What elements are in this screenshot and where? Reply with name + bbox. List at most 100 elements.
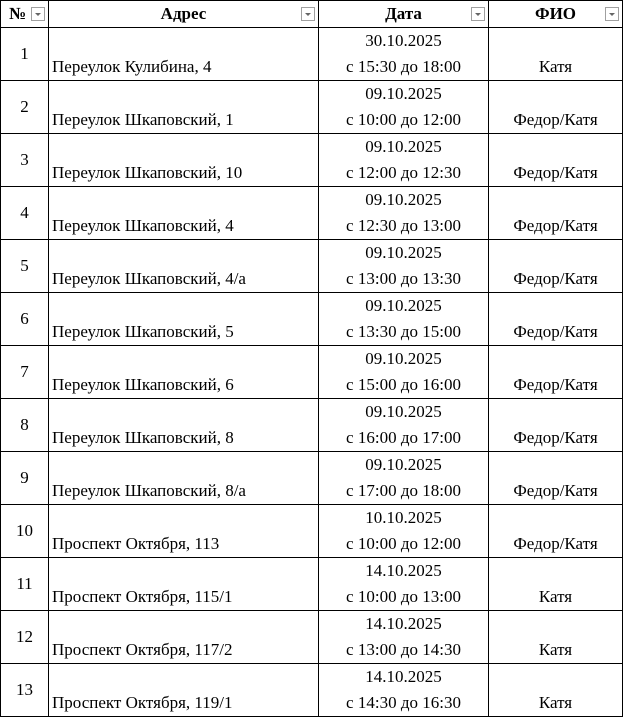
cell-number[interactable]: 13 <box>0 663 49 717</box>
cell-date[interactable]: 09.10.2025 с 16:00 до 17:00 <box>318 398 489 452</box>
cell-date[interactable]: 09.10.2025 с 17:00 до 18:00 <box>318 451 489 505</box>
time-range: с 12:00 до 12:30 <box>346 163 461 182</box>
date-value: 09.10.2025 <box>365 349 442 368</box>
cell-address[interactable]: Переулок Шкаповский, 5 <box>48 292 319 346</box>
cell-fio[interactable]: Федор/Катя <box>488 398 623 452</box>
table-row: 2 Переулок Шкаповский, 1 09.10.2025 с 10:00… <box>0 80 623 134</box>
cell-fio[interactable]: Федор/Катя <box>488 504 623 558</box>
table-body: 1 Переулок Кулибина, 4 30.10.2025 с 15:30 д… <box>0 27 623 717</box>
cell-fio[interactable]: Федор/Катя <box>488 292 623 346</box>
table-row: 3 Переулок Шкаповский, 10 09.10.2025 с 12:0… <box>0 133 623 187</box>
cell-date[interactable]: 14.10.2025 с 14:30 до 16:30 <box>318 663 489 717</box>
cell-fio[interactable]: Федор/Катя <box>488 345 623 399</box>
header-date: Дата <box>318 0 489 28</box>
time-range: с 13:00 до 13:30 <box>346 269 461 288</box>
table-row: 1 Переулок Кулибина, 4 30.10.2025 с 15:30 д… <box>0 27 623 81</box>
cell-date[interactable]: 09.10.2025 с 12:00 до 12:30 <box>318 133 489 187</box>
cell-fio[interactable]: Федор/Катя <box>488 133 623 187</box>
date-value: 30.10.2025 <box>365 31 442 50</box>
cell-address[interactable]: Проспект Октября, 119/1 <box>48 663 319 717</box>
cell-number[interactable]: 9 <box>0 451 49 505</box>
time-range: с 10:00 до 13:00 <box>346 587 461 606</box>
date-value: 09.10.2025 <box>365 137 442 156</box>
table-row: 11 Проспект Октября, 115/1 14.10.2025 с 10:… <box>0 557 623 611</box>
date-value: 09.10.2025 <box>365 84 442 103</box>
cell-date[interactable]: 09.10.2025 с 13:30 до 15:00 <box>318 292 489 346</box>
cell-address[interactable]: Переулок Кулибина, 4 <box>48 27 319 81</box>
time-range: с 15:30 до 18:00 <box>346 57 461 76</box>
cell-address[interactable]: Переулок Шкаповский, 8/а <box>48 451 319 505</box>
cell-fio[interactable]: Катя <box>488 610 623 664</box>
cell-number[interactable]: 4 <box>0 186 49 240</box>
header-number: № <box>0 0 49 28</box>
cell-number[interactable]: 10 <box>0 504 49 558</box>
cell-address[interactable]: Переулок Шкаповский, 4 <box>48 186 319 240</box>
table-row: 8 Переулок Шкаповский, 8 09.10.2025 с 16:00… <box>0 398 623 452</box>
header-row: № Адрес Дата ФИО <box>0 0 623 28</box>
date-value: 09.10.2025 <box>365 402 442 421</box>
filter-dropdown-icon[interactable] <box>471 7 485 21</box>
cell-number[interactable]: 7 <box>0 345 49 399</box>
time-range: с 16:00 до 17:00 <box>346 428 461 447</box>
date-value: 09.10.2025 <box>365 296 442 315</box>
cell-number[interactable]: 8 <box>0 398 49 452</box>
cell-number[interactable]: 5 <box>0 239 49 293</box>
date-value: 09.10.2025 <box>365 243 442 262</box>
date-value: 09.10.2025 <box>365 190 442 209</box>
cell-fio[interactable]: Федор/Катя <box>488 239 623 293</box>
cell-address[interactable]: Переулок Шкаповский, 4/а <box>48 239 319 293</box>
cell-address[interactable]: Проспект Октября, 113 <box>48 504 319 558</box>
header-address: Адрес <box>48 0 319 28</box>
cell-date[interactable]: 30.10.2025 с 15:30 до 18:00 <box>318 27 489 81</box>
filter-dropdown-icon[interactable] <box>301 7 315 21</box>
filter-dropdown-icon[interactable] <box>605 7 619 21</box>
cell-address[interactable]: Переулок Шкаповский, 10 <box>48 133 319 187</box>
table-row: 6 Переулок Шкаповский, 5 09.10.2025 с 13:30… <box>0 292 623 346</box>
cell-address[interactable]: Переулок Шкаповский, 1 <box>48 80 319 134</box>
table-row: 13 Проспект Октября, 119/1 14.10.2025 с 14:… <box>0 663 623 717</box>
cell-date[interactable]: 10.10.2025 с 10:00 до 12:00 <box>318 504 489 558</box>
cell-date[interactable]: 14.10.2025 с 13:00 до 14:30 <box>318 610 489 664</box>
cell-address[interactable]: Переулок Шкаповский, 8 <box>48 398 319 452</box>
cell-fio[interactable]: Катя <box>488 663 623 717</box>
date-value: 09.10.2025 <box>365 455 442 474</box>
table-row: 9 Переулок Шкаповский, 8/а 09.10.2025 с 17:… <box>0 451 623 505</box>
cell-number[interactable]: 1 <box>0 27 49 81</box>
cell-date[interactable]: 09.10.2025 с 12:30 до 13:00 <box>318 186 489 240</box>
table-row: 12 Проспект Октября, 117/2 14.10.2025 с 13:… <box>0 610 623 664</box>
cell-number[interactable]: 6 <box>0 292 49 346</box>
table-row: 10 Проспект Октября, 113 10.10.2025 с 10:00… <box>0 504 623 558</box>
cell-address[interactable]: Проспект Октября, 115/1 <box>48 557 319 611</box>
table-row: 5 Переулок Шкаповский, 4/а 09.10.2025 с 13:… <box>0 239 623 293</box>
time-range: с 13:00 до 14:30 <box>346 640 461 659</box>
table-row: 7 Переулок Шкаповский, 6 09.10.2025 с 15:00… <box>0 345 623 399</box>
cell-number[interactable]: 12 <box>0 610 49 664</box>
cell-fio[interactable]: Федор/Катя <box>488 80 623 134</box>
cell-fio[interactable]: Федор/Катя <box>488 186 623 240</box>
date-value: 14.10.2025 <box>365 561 442 580</box>
cell-address[interactable]: Переулок Шкаповский, 6 <box>48 345 319 399</box>
time-range: с 17:00 до 18:00 <box>346 481 461 500</box>
cell-fio[interactable]: Катя <box>488 557 623 611</box>
time-range: с 10:00 до 12:00 <box>346 534 461 553</box>
cell-date[interactable]: 09.10.2025 с 13:00 до 13:30 <box>318 239 489 293</box>
date-value: 14.10.2025 <box>365 614 442 633</box>
cell-date[interactable]: 14.10.2025 с 10:00 до 13:00 <box>318 557 489 611</box>
table-row: 4 Переулок Шкаповский, 4 09.10.2025 с 12:30… <box>0 186 623 240</box>
time-range: с 13:30 до 15:00 <box>346 322 461 341</box>
cell-number[interactable]: 3 <box>0 133 49 187</box>
cell-fio[interactable]: Катя <box>488 27 623 81</box>
cell-number[interactable]: 2 <box>0 80 49 134</box>
cell-address[interactable]: Проспект Октября, 117/2 <box>48 610 319 664</box>
time-range: с 12:30 до 13:00 <box>346 216 461 235</box>
cell-date[interactable]: 09.10.2025 с 15:00 до 16:00 <box>318 345 489 399</box>
cell-date[interactable]: 09.10.2025 с 10:00 до 12:00 <box>318 80 489 134</box>
time-range: с 14:30 до 16:30 <box>346 693 461 712</box>
header-fio: ФИО <box>488 0 623 28</box>
cell-number[interactable]: 11 <box>0 557 49 611</box>
cell-fio[interactable]: Федор/Катя <box>488 451 623 505</box>
date-value: 14.10.2025 <box>365 667 442 686</box>
time-range: с 10:00 до 12:00 <box>346 110 461 129</box>
filter-dropdown-icon[interactable] <box>31 7 45 21</box>
